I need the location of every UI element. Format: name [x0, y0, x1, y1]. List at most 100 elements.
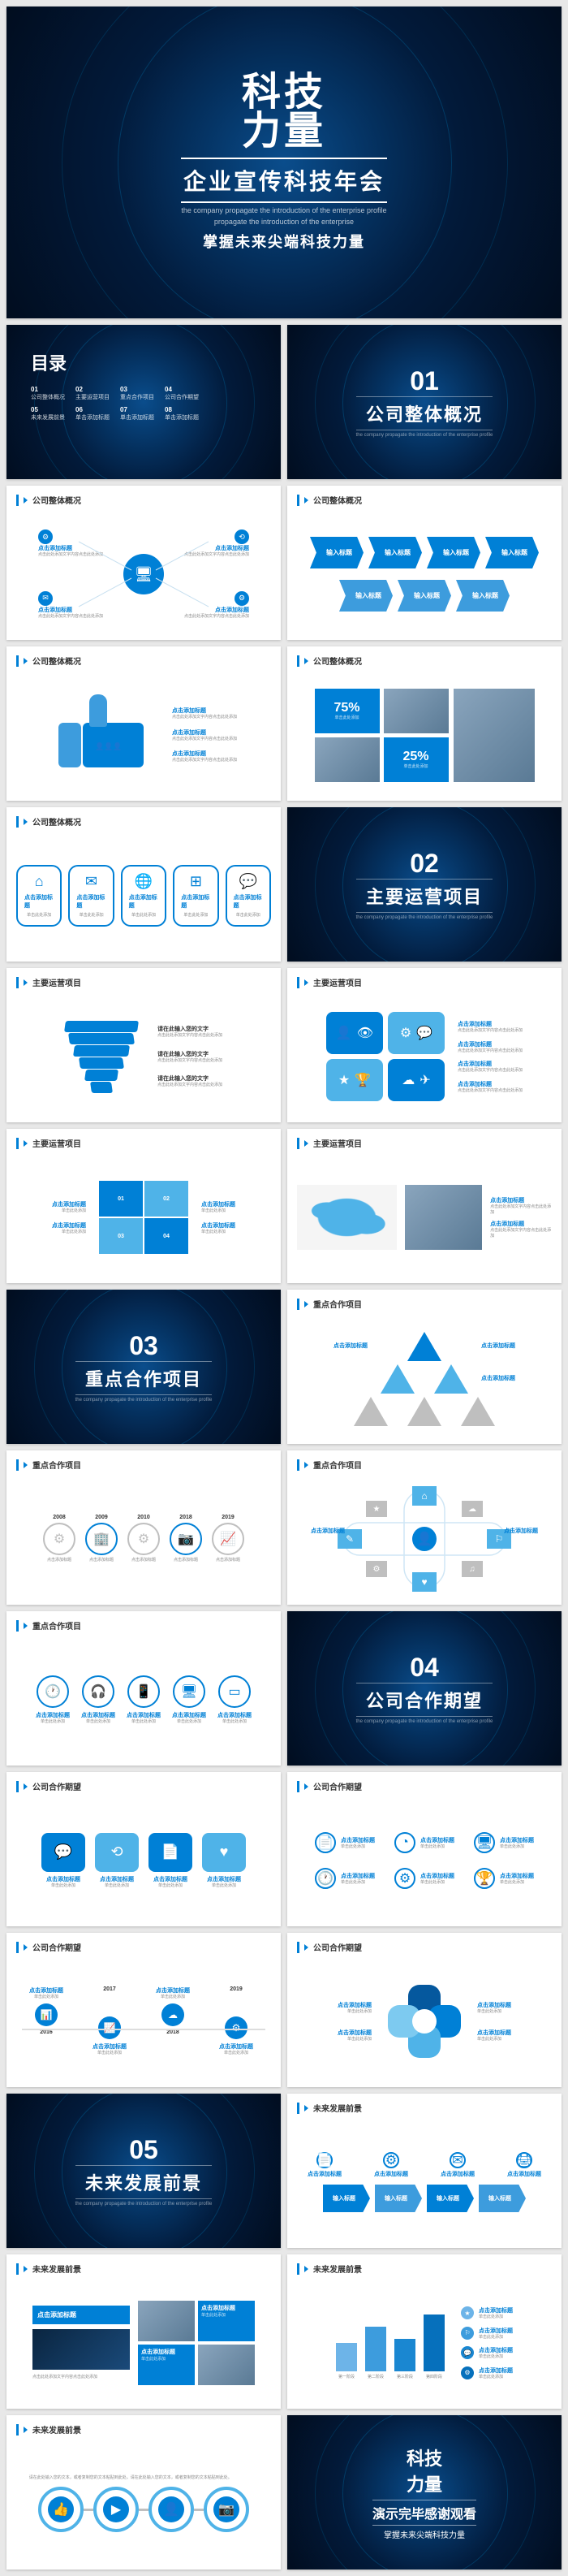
pyramid-label: 点击添加标题: [481, 1342, 538, 1350]
envelope-icon: ✉: [450, 2152, 466, 2168]
slide-linked-circles: 未来发展前景 请在此处输入您的文本，或者复制您的文本粘贴到此处。请在此处输入您的…: [6, 2415, 281, 2570]
section-desc: the company propagate the introduction o…: [356, 1719, 493, 1724]
device-item: 🕐点击添加标题单击此处添加: [36, 1675, 70, 1725]
refresh-icon: ⟲: [95, 1833, 139, 1872]
bar-legend: ⚐点击添加标题单击此处添加: [461, 2327, 513, 2340]
gear-icon: ⚙: [383, 2152, 399, 2168]
doc-icon: 📄: [315, 1832, 336, 1853]
section-title: 公司合作期望: [356, 1683, 493, 1717]
section-number: 04: [356, 1653, 493, 1683]
slide-worldmap: 主要运营项目 点击添加标题点击此处添加文字内容点击此处添加 点击添加标题点击此处…: [287, 1129, 562, 1283]
sq-tr: ☁: [462, 1501, 483, 1517]
chevron-icon: [24, 2427, 28, 2433]
section-desc: the company propagate the introduction o…: [75, 1398, 213, 1403]
screen-icon: 🖥: [474, 1832, 495, 1853]
slide-wave-timeline: 重点合作项目 2008⚙点击添加标题 2009🏢点击添加标题 2010⚙点击添加…: [6, 1450, 281, 1605]
chevron-icon: [304, 1783, 308, 1790]
section-title: 主要运营项目: [356, 879, 493, 913]
timeline-node: 2009🏢点击添加标题: [80, 1515, 123, 1563]
slide-triangle-pyramid: 重点合作项目 点击添加标题 点击添加标题 点击添加标题: [287, 1290, 562, 1444]
hero-english-1: the company propagate the introduction o…: [181, 206, 386, 214]
marker-icon: [297, 2103, 299, 2114]
puzzle-label: 点击添加标题单击此处添加: [201, 1200, 235, 1214]
bubble-item: ☁✈: [388, 1059, 445, 1101]
pentagon-item: 输入标题: [375, 2185, 422, 2212]
marker-icon: [16, 495, 19, 506]
slide-section-4: 04 公司合作期望 the company propagate the intr…: [287, 1611, 562, 1766]
trophy-icon: 🏆: [474, 1868, 495, 1889]
grid-item: 🕐点击添加标题单击此处添加: [315, 1868, 375, 1889]
cloud-item: ⊞点击添加标题单击此处添加: [173, 865, 218, 927]
pentagon-item: 输入标题: [323, 2185, 370, 2212]
slide-title: 公司整体概况: [313, 494, 362, 506]
chevron-icon: [304, 1140, 308, 1147]
toc-item: 06单击添加标题: [75, 406, 112, 421]
device-item: 🎧点击添加标题单击此处添加: [81, 1675, 115, 1725]
section-title: 公司整体概况: [356, 396, 493, 430]
arrow-row-top: 输入标题 输入标题 输入标题 输入标题: [310, 537, 539, 568]
chevron-icon: [24, 2266, 28, 2272]
marker-icon: [16, 816, 19, 828]
arrow-item: 输入标题: [310, 537, 364, 568]
hero-tagline: 掌握未来尖端科技力量: [181, 231, 386, 252]
marker-icon: [16, 1620, 19, 1632]
timeline-node: 2010⚙点击添加标题: [123, 1515, 165, 1563]
bar-legend: ⚙点击添加标题单击此处添加: [461, 2366, 513, 2380]
tl-node: 2019⚙点击添加标题单击此处添加: [212, 1986, 260, 2056]
arrow-item: 输入标题: [368, 537, 422, 568]
slide-icon-grid: 公司合作期望 📄点击添加标题单击此处添加 ◔点击添加标题单击此处添加 🖥点击添加…: [287, 1772, 562, 1926]
photo-building: [138, 2301, 195, 2341]
slide-title: 公司整体概况: [32, 655, 81, 667]
keyboard-photo: [405, 1185, 482, 1250]
puzzle-graphic: 01 02 03 04: [99, 1181, 188, 1254]
linked-circle: 👍: [38, 2487, 84, 2532]
section-desc: the company propagate the introduction o…: [356, 433, 493, 438]
section-title: 未来发展前景: [75, 2165, 213, 2199]
slide-title: 未来发展前景: [32, 2423, 81, 2436]
chart-icon: 📊: [35, 2003, 58, 2026]
slide-title: 主要运营项目: [313, 976, 362, 988]
pentagon-row: 输入标题 输入标题 输入标题 输入标题: [323, 2185, 526, 2212]
bubble-item: ★🏆: [326, 1059, 383, 1101]
section-number: 01: [356, 366, 493, 396]
globe-icon: 🌐: [135, 873, 153, 890]
slide-title: 公司整体概况: [32, 494, 81, 506]
pent-label: ✉点击添加标题: [441, 2152, 475, 2178]
toc-grid: 01公司整体概况 02主要运营项目 03重点合作项目 04公司合作期望 05未来…: [31, 386, 201, 421]
marker-icon: [16, 1781, 19, 1792]
marker-icon: [16, 2424, 19, 2436]
toc-item: 05未来发展前景: [31, 406, 67, 421]
world-map: [297, 1185, 397, 1250]
sq-bottom: ♥: [412, 1572, 437, 1592]
gear-icon: ⚙: [400, 1025, 411, 1041]
pent-label: 📄点击添加标题: [308, 2152, 342, 2178]
star-icon: ★: [338, 1072, 350, 1088]
tablet-icon: ▭: [218, 1675, 251, 1708]
arrow-item: 输入标题: [398, 580, 451, 612]
marker-icon: [16, 1942, 19, 1953]
final-title-2: 力量: [372, 2470, 476, 2496]
grid-item: 📄点击添加标题单击此处添加: [315, 1832, 375, 1853]
photo-placeholder: [315, 737, 380, 782]
chat-item: ⟲点击添加标题单击此处添加: [95, 1833, 139, 1889]
device-item: ▭点击添加标题单击此处添加: [217, 1675, 252, 1725]
triangle-midR: [434, 1364, 468, 1394]
camera-icon: 📷: [213, 2496, 239, 2522]
triangle-midL: [381, 1364, 415, 1394]
arrow-item: 输入标题: [456, 580, 510, 612]
slide-title: 公司整体概况: [32, 815, 81, 828]
map-text: 点击添加标题点击此处添加文字内容点击此处添加: [490, 1196, 552, 1215]
marker-icon: [16, 655, 19, 667]
hero-english-2: propagate the introduction of the enterp…: [181, 218, 386, 226]
slide-bubbles-grid: 主要运营项目 👤👁 ⚙💬 ★🏆 ☁✈ 点击添加标题点击此处添加文字内容点击此处添…: [287, 968, 562, 1122]
marker-icon: [297, 1299, 299, 1310]
gear-icon: ⚙: [38, 529, 53, 544]
linked-circle: ▶: [93, 2487, 139, 2532]
gear-icon: ⚙: [225, 2016, 247, 2039]
mosaic-text-2: 点击添加标题单击此处添加: [138, 2345, 195, 2385]
cloud-item: 💬点击添加标题单击此处添加: [226, 865, 271, 927]
slide-pentagon-arrows: 未来发展前景 📄点击添加标题 ⚙点击添加标题 ✉点击添加标题 🖨点击添加标题 输…: [287, 2094, 562, 2248]
grid-item: ⚙点击添加标题单击此处添加: [394, 1868, 454, 1889]
cross-label: 点击添加标题单击此处添加: [477, 2029, 511, 2042]
slide-title: 重点合作项目: [313, 1298, 362, 1310]
